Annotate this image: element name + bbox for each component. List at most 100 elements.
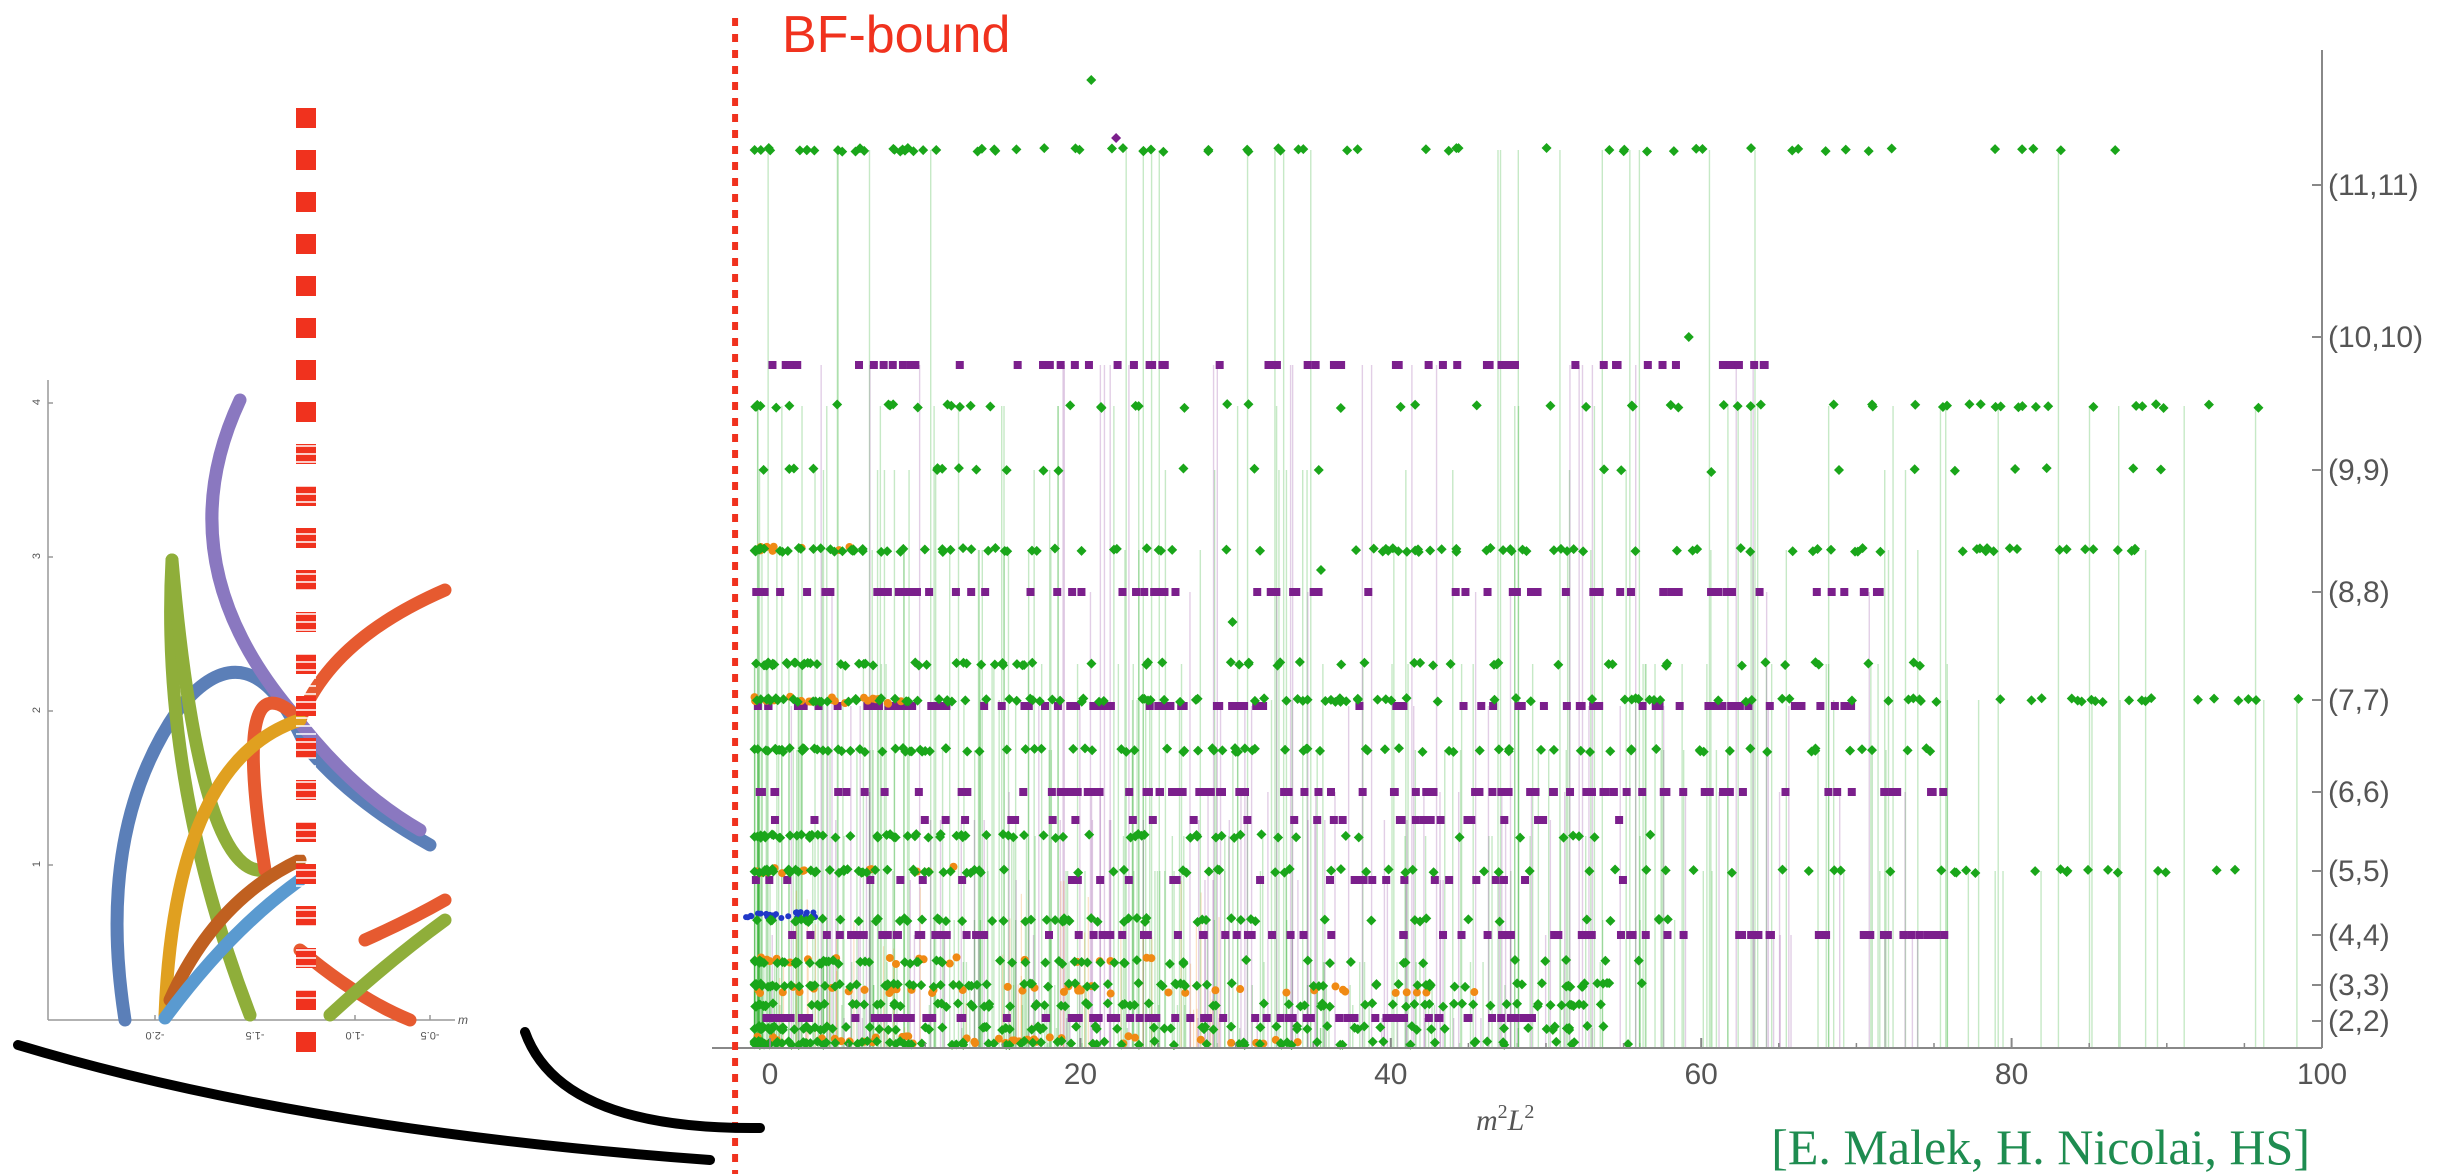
point-purple [852, 931, 861, 939]
point-purple [1335, 1014, 1344, 1022]
point-green [1159, 694, 1170, 705]
point-green [2090, 696, 2101, 707]
point-purple [863, 702, 872, 710]
point-green [1787, 546, 1798, 557]
point-green [853, 916, 864, 927]
point-green [937, 957, 948, 968]
point-green [2043, 401, 2054, 412]
point-purple [878, 1014, 887, 1022]
point-purple [1290, 816, 1299, 824]
point-green [1961, 865, 1972, 876]
point-purple [757, 788, 766, 796]
point-green [768, 866, 779, 877]
point-green [1578, 1000, 1589, 1011]
point-green [916, 980, 927, 991]
decorations: BF-bound [E. Malek, H. Nicolai, HS] [13, 6, 2310, 1174]
point-green [2112, 867, 2123, 878]
point-purple [905, 702, 914, 710]
point-green [1178, 746, 1189, 757]
point-green [1243, 399, 1254, 410]
point-purple [1072, 702, 1081, 710]
point-purple [1616, 588, 1625, 596]
point-green [1129, 745, 1140, 756]
point-green [1241, 955, 1252, 966]
point-purple [1338, 816, 1347, 824]
point-purple [1714, 588, 1723, 596]
point-green [1378, 1036, 1389, 1047]
point-green [1371, 979, 1382, 990]
point-purple [1626, 588, 1635, 596]
point-purple [1045, 361, 1054, 369]
point-purple [1395, 816, 1404, 824]
point-green [1784, 693, 1795, 704]
point-green [1641, 864, 1652, 875]
point-green [859, 746, 870, 757]
point-purple [1463, 816, 1472, 824]
point-purple [1483, 931, 1492, 939]
point-purple [1393, 1014, 1402, 1022]
point-orange [768, 546, 777, 555]
point-outlier [1683, 332, 1694, 342]
point-green [2229, 864, 2240, 875]
point-purple [925, 588, 934, 596]
point-green [1138, 146, 1149, 157]
point-purple [1118, 588, 1127, 596]
point-green [808, 463, 819, 474]
point-green [1521, 546, 1532, 557]
point-green [792, 696, 803, 707]
point-green [954, 980, 965, 991]
point-green [1493, 867, 1504, 878]
point-purple [942, 931, 951, 939]
point-purple [1497, 361, 1506, 369]
point-green [1426, 1024, 1437, 1035]
point-purple [1143, 788, 1152, 796]
point-green [933, 694, 944, 705]
point-green [754, 957, 765, 968]
point-orange [859, 693, 868, 702]
point-green [837, 546, 848, 557]
point-green [1027, 1037, 1038, 1048]
point-purple [869, 702, 878, 710]
point-purple [893, 931, 902, 939]
point-green [1281, 695, 1292, 706]
point-purple [1256, 876, 1265, 884]
point-purple [1488, 1014, 1497, 1022]
point-green [1957, 546, 1968, 557]
point-green [1662, 914, 1673, 925]
point-green [1429, 1037, 1440, 1048]
point-green [1401, 1001, 1412, 1012]
point-purple [1461, 588, 1470, 596]
point-purple [1217, 788, 1226, 796]
point-purple [1609, 788, 1618, 796]
point-purple [1719, 361, 1728, 369]
point-green [765, 145, 776, 156]
point-purple [1483, 588, 1492, 596]
point-purple [1303, 361, 1312, 369]
point-green [754, 543, 765, 554]
point-purple [878, 588, 887, 596]
point-green [2160, 867, 2171, 878]
point-green [1125, 1000, 1136, 1011]
point-green [1915, 695, 1926, 706]
point-green [1780, 660, 1791, 671]
point-purple [1286, 931, 1295, 939]
point-green [2150, 399, 2161, 410]
point-green [1485, 543, 1496, 554]
point-purple [1177, 702, 1186, 710]
point-green [765, 981, 776, 992]
point-purple [1475, 788, 1484, 796]
point-green [830, 832, 841, 843]
point-green [981, 694, 992, 705]
point-green [1092, 916, 1103, 927]
point-green [1604, 978, 1615, 989]
point-green [1086, 658, 1097, 669]
point-green [805, 913, 816, 924]
point-green [960, 830, 971, 841]
point-purple [1679, 931, 1688, 939]
point-green [2243, 694, 2254, 705]
point-green [952, 998, 963, 1009]
point-green [1352, 144, 1363, 155]
point-green [797, 743, 808, 754]
point-green [1243, 146, 1254, 157]
